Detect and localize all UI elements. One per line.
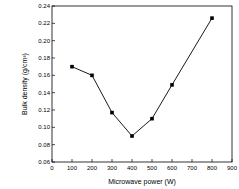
- y-axis-label: Bulk density (g/cm³): [21, 53, 29, 115]
- y-tick-label: 0.10: [38, 124, 50, 130]
- x-tick-label: 500: [147, 165, 158, 171]
- x-tick: [92, 159, 93, 162]
- y-tick: [52, 40, 55, 41]
- y-tick-label: 0.14: [38, 90, 50, 96]
- y-tick: [52, 75, 55, 76]
- data-point: [70, 65, 74, 69]
- y-tick-label: 0.06: [38, 159, 50, 165]
- y-tick: [52, 110, 55, 111]
- x-axis-label: Microwave power (W): [108, 178, 176, 186]
- y-tick: [52, 127, 55, 128]
- y-tick: [52, 23, 55, 24]
- x-tick: [72, 159, 73, 162]
- plot-frame: [52, 6, 232, 162]
- x-tick-label: 900: [227, 165, 238, 171]
- data-point: [210, 16, 214, 20]
- x-tick-label: 800: [207, 165, 218, 171]
- y-tick: [52, 6, 55, 7]
- y-tick-label: 0.22: [38, 20, 50, 26]
- y-tick-label: 0.16: [38, 72, 50, 78]
- data-point: [150, 117, 154, 121]
- y-tick-label: 0.24: [38, 3, 50, 9]
- x-tick-label: 300: [107, 165, 118, 171]
- x-tick-label: 100: [67, 165, 78, 171]
- x-tick-label: 200: [87, 165, 98, 171]
- x-tick: [192, 159, 193, 162]
- x-tick: [172, 159, 173, 162]
- data-point: [130, 134, 134, 138]
- x-tick: [152, 159, 153, 162]
- data-point: [90, 74, 94, 78]
- y-tick-label: 0.08: [38, 142, 50, 148]
- data-point: [110, 111, 114, 115]
- x-tick: [132, 159, 133, 162]
- x-tick-label: 400: [127, 165, 138, 171]
- x-tick-label: 600: [167, 165, 178, 171]
- y-tick-label: 0.18: [38, 55, 50, 61]
- data-point: [170, 83, 174, 87]
- x-tick: [232, 159, 233, 162]
- plot-area: [70, 16, 214, 137]
- x-tick-label: 0: [50, 165, 54, 171]
- x-tick: [52, 159, 53, 162]
- y-tick-label: 0.20: [38, 38, 50, 44]
- y-tick-label: 0.12: [38, 107, 50, 113]
- x-tick: [212, 159, 213, 162]
- y-tick: [52, 92, 55, 93]
- x-tick: [112, 159, 113, 162]
- y-tick: [52, 162, 55, 163]
- data-line: [72, 18, 212, 136]
- chart: 0 100 200 300 400 500 600 700 800 900 0.06 0.08 0.10…: [0, 0, 239, 189]
- x-tick-label: 700: [187, 165, 198, 171]
- y-tick: [52, 58, 55, 59]
- y-tick: [52, 144, 55, 145]
